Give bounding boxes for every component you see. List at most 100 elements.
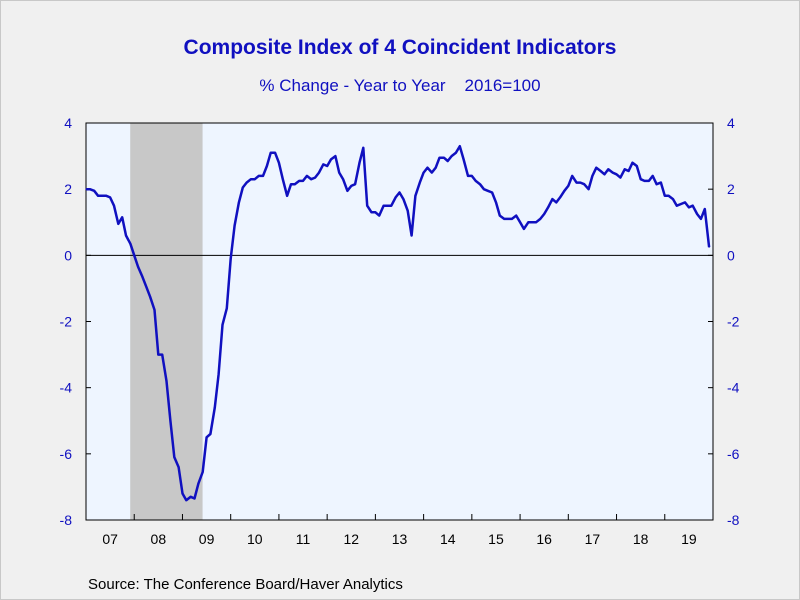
data-point	[696, 213, 698, 215]
data-point	[402, 198, 404, 200]
data-point	[153, 309, 156, 311]
data-point	[579, 182, 582, 184]
data-point	[643, 180, 646, 182]
data-point	[322, 163, 324, 165]
data-point	[664, 195, 666, 197]
data-point	[274, 152, 276, 154]
data-point	[190, 496, 192, 498]
data-point	[101, 195, 103, 197]
data-point	[266, 165, 268, 167]
data-point	[588, 188, 590, 190]
data-point	[631, 162, 634, 164]
data-point	[181, 492, 184, 495]
data-point	[624, 168, 626, 170]
data-point	[374, 211, 376, 213]
data-point	[700, 218, 702, 220]
data-point	[499, 215, 501, 217]
y-tick-label-right: -2	[727, 314, 740, 330]
data-point	[221, 324, 224, 326]
data-point	[226, 307, 228, 309]
data-point	[567, 185, 569, 187]
data-point	[426, 167, 429, 169]
data-point	[419, 182, 421, 184]
data-point	[398, 191, 401, 194]
data-point	[531, 221, 533, 223]
y-tick-label-right: 0	[727, 247, 735, 263]
data-point	[209, 433, 211, 435]
source-note: Source: The Conference Board/Haver Analy…	[88, 576, 403, 593]
y-tick-label-left: -2	[60, 314, 73, 330]
data-point	[507, 218, 509, 220]
data-point	[238, 201, 240, 203]
y-tick-label-left: -4	[60, 380, 73, 396]
recession-shade	[130, 123, 203, 520]
data-point	[648, 180, 650, 182]
data-point	[334, 155, 336, 157]
data-point	[543, 213, 545, 215]
data-point	[668, 195, 670, 197]
data-point	[278, 162, 280, 164]
data-point	[459, 145, 461, 147]
data-point	[487, 190, 489, 192]
x-tick-label: 12	[343, 531, 359, 547]
data-point	[193, 497, 196, 500]
x-tick-label: 10	[247, 531, 263, 547]
data-point	[214, 406, 216, 409]
data-point	[515, 215, 517, 217]
data-point	[660, 182, 662, 184]
y-tick-label-left: -8	[60, 512, 73, 528]
data-point	[471, 175, 473, 177]
x-tick-label: 13	[392, 531, 408, 547]
data-point	[575, 182, 578, 184]
data-point	[370, 211, 373, 213]
data-point	[571, 175, 573, 177]
chart-title: Composite Index of 4 Coincident Indicato…	[183, 36, 617, 59]
data-point	[692, 205, 694, 207]
data-point	[93, 190, 95, 192]
x-tick-label: 18	[633, 531, 649, 547]
data-point	[483, 188, 485, 190]
data-point	[326, 165, 328, 167]
data-point	[218, 373, 220, 375]
data-point	[354, 183, 356, 185]
y-tick-label-right: -6	[727, 446, 740, 462]
data-point	[318, 172, 320, 174]
data-point	[306, 175, 308, 177]
data-point	[206, 436, 208, 438]
data-point	[254, 178, 256, 180]
data-point	[350, 185, 352, 187]
data-point	[708, 246, 710, 248]
x-tick-label: 16	[536, 531, 552, 547]
data-point	[358, 162, 361, 164]
data-point	[463, 158, 465, 160]
data-point	[141, 276, 143, 278]
data-point	[612, 172, 614, 174]
data-point	[583, 183, 585, 185]
data-point	[511, 218, 513, 220]
data-point	[338, 172, 340, 174]
data-point	[270, 152, 272, 154]
data-point	[684, 201, 686, 203]
data-point	[302, 180, 304, 182]
data-point	[149, 296, 151, 298]
data-point	[672, 198, 674, 200]
data-point	[519, 221, 521, 223]
y-tick-label-right: -4	[727, 380, 740, 396]
data-point	[607, 168, 609, 170]
y-tick-label-left: 2	[64, 181, 72, 197]
data-point	[615, 173, 618, 175]
data-point	[290, 183, 292, 185]
data-point	[527, 221, 529, 223]
data-point	[314, 177, 316, 179]
x-tick-label: 17	[585, 531, 601, 547]
data-point	[378, 215, 380, 217]
data-point	[563, 190, 566, 192]
data-point	[109, 196, 111, 198]
y-tick-label-right: -8	[727, 512, 740, 528]
data-point	[282, 178, 284, 180]
data-point	[121, 216, 123, 218]
data-point	[145, 286, 147, 288]
data-point	[619, 177, 622, 179]
data-point	[475, 180, 477, 182]
